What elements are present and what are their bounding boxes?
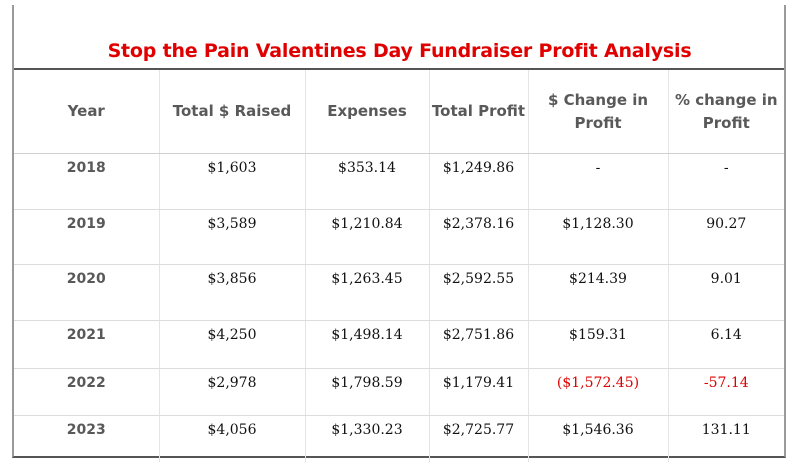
table-row: 2020 $3,856 $1,263.45 $2,592.55 $214.39 …: [14, 264, 784, 321]
cell-total-profit: $2,725.77: [428, 415, 528, 462]
table-row: 2021 $4,250 $1,498.14 $2,751.86 $159.31 …: [14, 320, 784, 369]
cell-total-raised: $4,250: [158, 320, 305, 369]
cell-total-raised: $3,856: [158, 264, 305, 321]
cell-total-profit: $2,378.16: [428, 209, 528, 265]
cell-total-raised: $4,056: [158, 415, 305, 462]
page-title: Stop the Pain Valentines Day Fundraiser …: [107, 40, 692, 62]
cell-percent-change: 90.27: [667, 209, 784, 265]
cell-percent-change: 131.11: [667, 415, 784, 462]
cell-dollar-change: $1,128.30: [527, 209, 668, 265]
cell-dollar-change: ($1,572.45): [527, 368, 668, 416]
column-header-expenses: Expenses: [304, 69, 429, 154]
column-header-dollar-change: $ Change in Profit: [527, 69, 668, 154]
table-row: 2018 $1,603 $353.14 $1,249.86 - -: [14, 153, 784, 210]
cell-year: 2019: [14, 209, 159, 265]
table-row: 2019 $3,589 $1,210.84 $2,378.16 $1,128.3…: [14, 209, 784, 265]
cell-dollar-change: $214.39: [527, 264, 668, 321]
column-header-year: Year: [14, 69, 159, 154]
cell-percent-change: -57.14: [667, 368, 784, 416]
table-row: 2023 $4,056 $1,330.23 $2,725.77 $1,546.3…: [14, 415, 784, 462]
cell-expenses: $1,498.14: [304, 320, 429, 369]
table-row: 2022 $2,978 $1,798.59 $1,179.41 ($1,572.…: [14, 368, 784, 416]
cell-expenses: $1,210.84: [304, 209, 429, 265]
column-header-total-profit: Total Profit: [428, 69, 528, 154]
cell-expenses: $353.14: [304, 153, 429, 210]
cell-dollar-change: -: [527, 153, 668, 210]
table-header-row: Year Total $ Raised Expenses Total Profi…: [14, 69, 784, 154]
cell-year: 2022: [14, 368, 159, 416]
cell-expenses: $1,798.59: [304, 368, 429, 416]
cell-percent-change: 6.14: [667, 320, 784, 369]
cell-total-raised: $2,978: [158, 368, 305, 416]
cell-total-raised: $3,589: [158, 209, 305, 265]
cell-total-raised: $1,603: [158, 153, 305, 210]
cell-expenses: $1,330.23: [304, 415, 429, 462]
cell-expenses: $1,263.45: [304, 264, 429, 321]
cell-dollar-change: $1,546.36: [527, 415, 668, 462]
cell-total-profit: $2,592.55: [428, 264, 528, 321]
cell-total-profit: $1,179.41: [428, 368, 528, 416]
cell-total-profit: $2,751.86: [428, 320, 528, 369]
column-header-percent-change: % change in Profit: [667, 69, 784, 154]
cell-year: 2021: [14, 320, 159, 369]
column-header-total-raised: Total $ Raised: [158, 69, 305, 154]
cell-year: 2018: [14, 153, 159, 210]
cell-year: 2020: [14, 264, 159, 321]
cell-total-profit: $1,249.86: [428, 153, 528, 210]
cell-percent-change: 9.01: [667, 264, 784, 321]
cell-year: 2023: [66, 422, 106, 438]
cell-percent-change: -: [667, 153, 784, 210]
cell-dollar-change: $159.31: [527, 320, 668, 369]
profit-table: Year Total $ Raised Expenses Total Profi…: [14, 68, 784, 462]
